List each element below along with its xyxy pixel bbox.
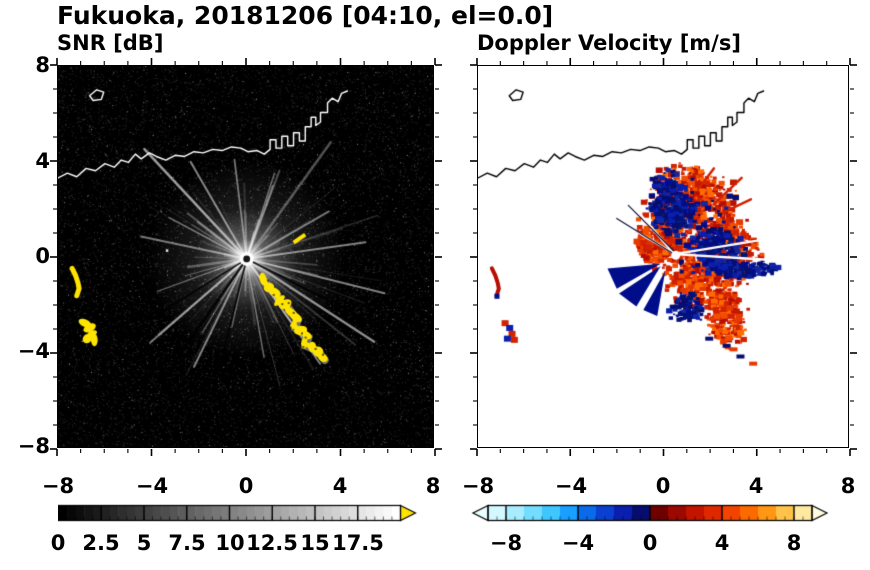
y-tick-label: 4 xyxy=(35,149,50,173)
doppler-colorbar-label: −4 xyxy=(561,531,595,555)
x-tick-label: 4 xyxy=(332,474,348,498)
x-tick-label: −4 xyxy=(135,474,169,498)
doppler-colorbar-label: 0 xyxy=(642,531,658,555)
x-tick-label: 8 xyxy=(425,474,441,498)
y-tick-label: 0 xyxy=(35,244,50,268)
snr-colorbar-label: 12.5 xyxy=(246,531,298,555)
y-tick-label: −8 xyxy=(17,434,50,458)
doppler-colorbar-label: 8 xyxy=(786,531,802,555)
x-tick-label: 0 xyxy=(655,474,671,498)
snr-colorbar-label: 17.5 xyxy=(332,531,384,555)
doppler-panel-title: Doppler Velocity [m/s] xyxy=(477,31,741,55)
x-tick-label: 0 xyxy=(238,474,254,498)
snr-colorbar-label: 2.5 xyxy=(82,531,120,555)
x-tick-label: −4 xyxy=(554,474,588,498)
doppler-colorbar xyxy=(458,504,842,522)
snr-colorbar-label: 5 xyxy=(136,531,152,555)
snr-colorbar-label: 7.5 xyxy=(168,531,206,555)
y-tick-label: −4 xyxy=(17,339,50,363)
snr-colorbar-label: 10 xyxy=(215,531,245,555)
snr-colorbar xyxy=(58,504,418,522)
doppler-colorbar-label: 4 xyxy=(714,531,730,555)
x-tick-label: 4 xyxy=(748,474,764,498)
x-tick-label: −8 xyxy=(461,474,495,498)
doppler-plot-area xyxy=(477,65,849,448)
x-tick-label: 8 xyxy=(840,474,856,498)
snr-plot-area xyxy=(57,65,434,448)
snr-panel-title: SNR [dB] xyxy=(57,31,164,55)
snr-plot-canvas xyxy=(58,66,433,447)
x-tick-label: −8 xyxy=(41,474,75,498)
figure-title: Fukuoka, 20181206 [04:10, el=0.0] xyxy=(57,1,554,30)
y-tick-label: 8 xyxy=(35,53,50,77)
snr-colorbar-label: 15 xyxy=(300,531,330,555)
snr-colorbar-label: 0 xyxy=(50,531,66,555)
doppler-colorbar-label: −8 xyxy=(489,531,523,555)
doppler-plot-canvas xyxy=(478,66,848,447)
